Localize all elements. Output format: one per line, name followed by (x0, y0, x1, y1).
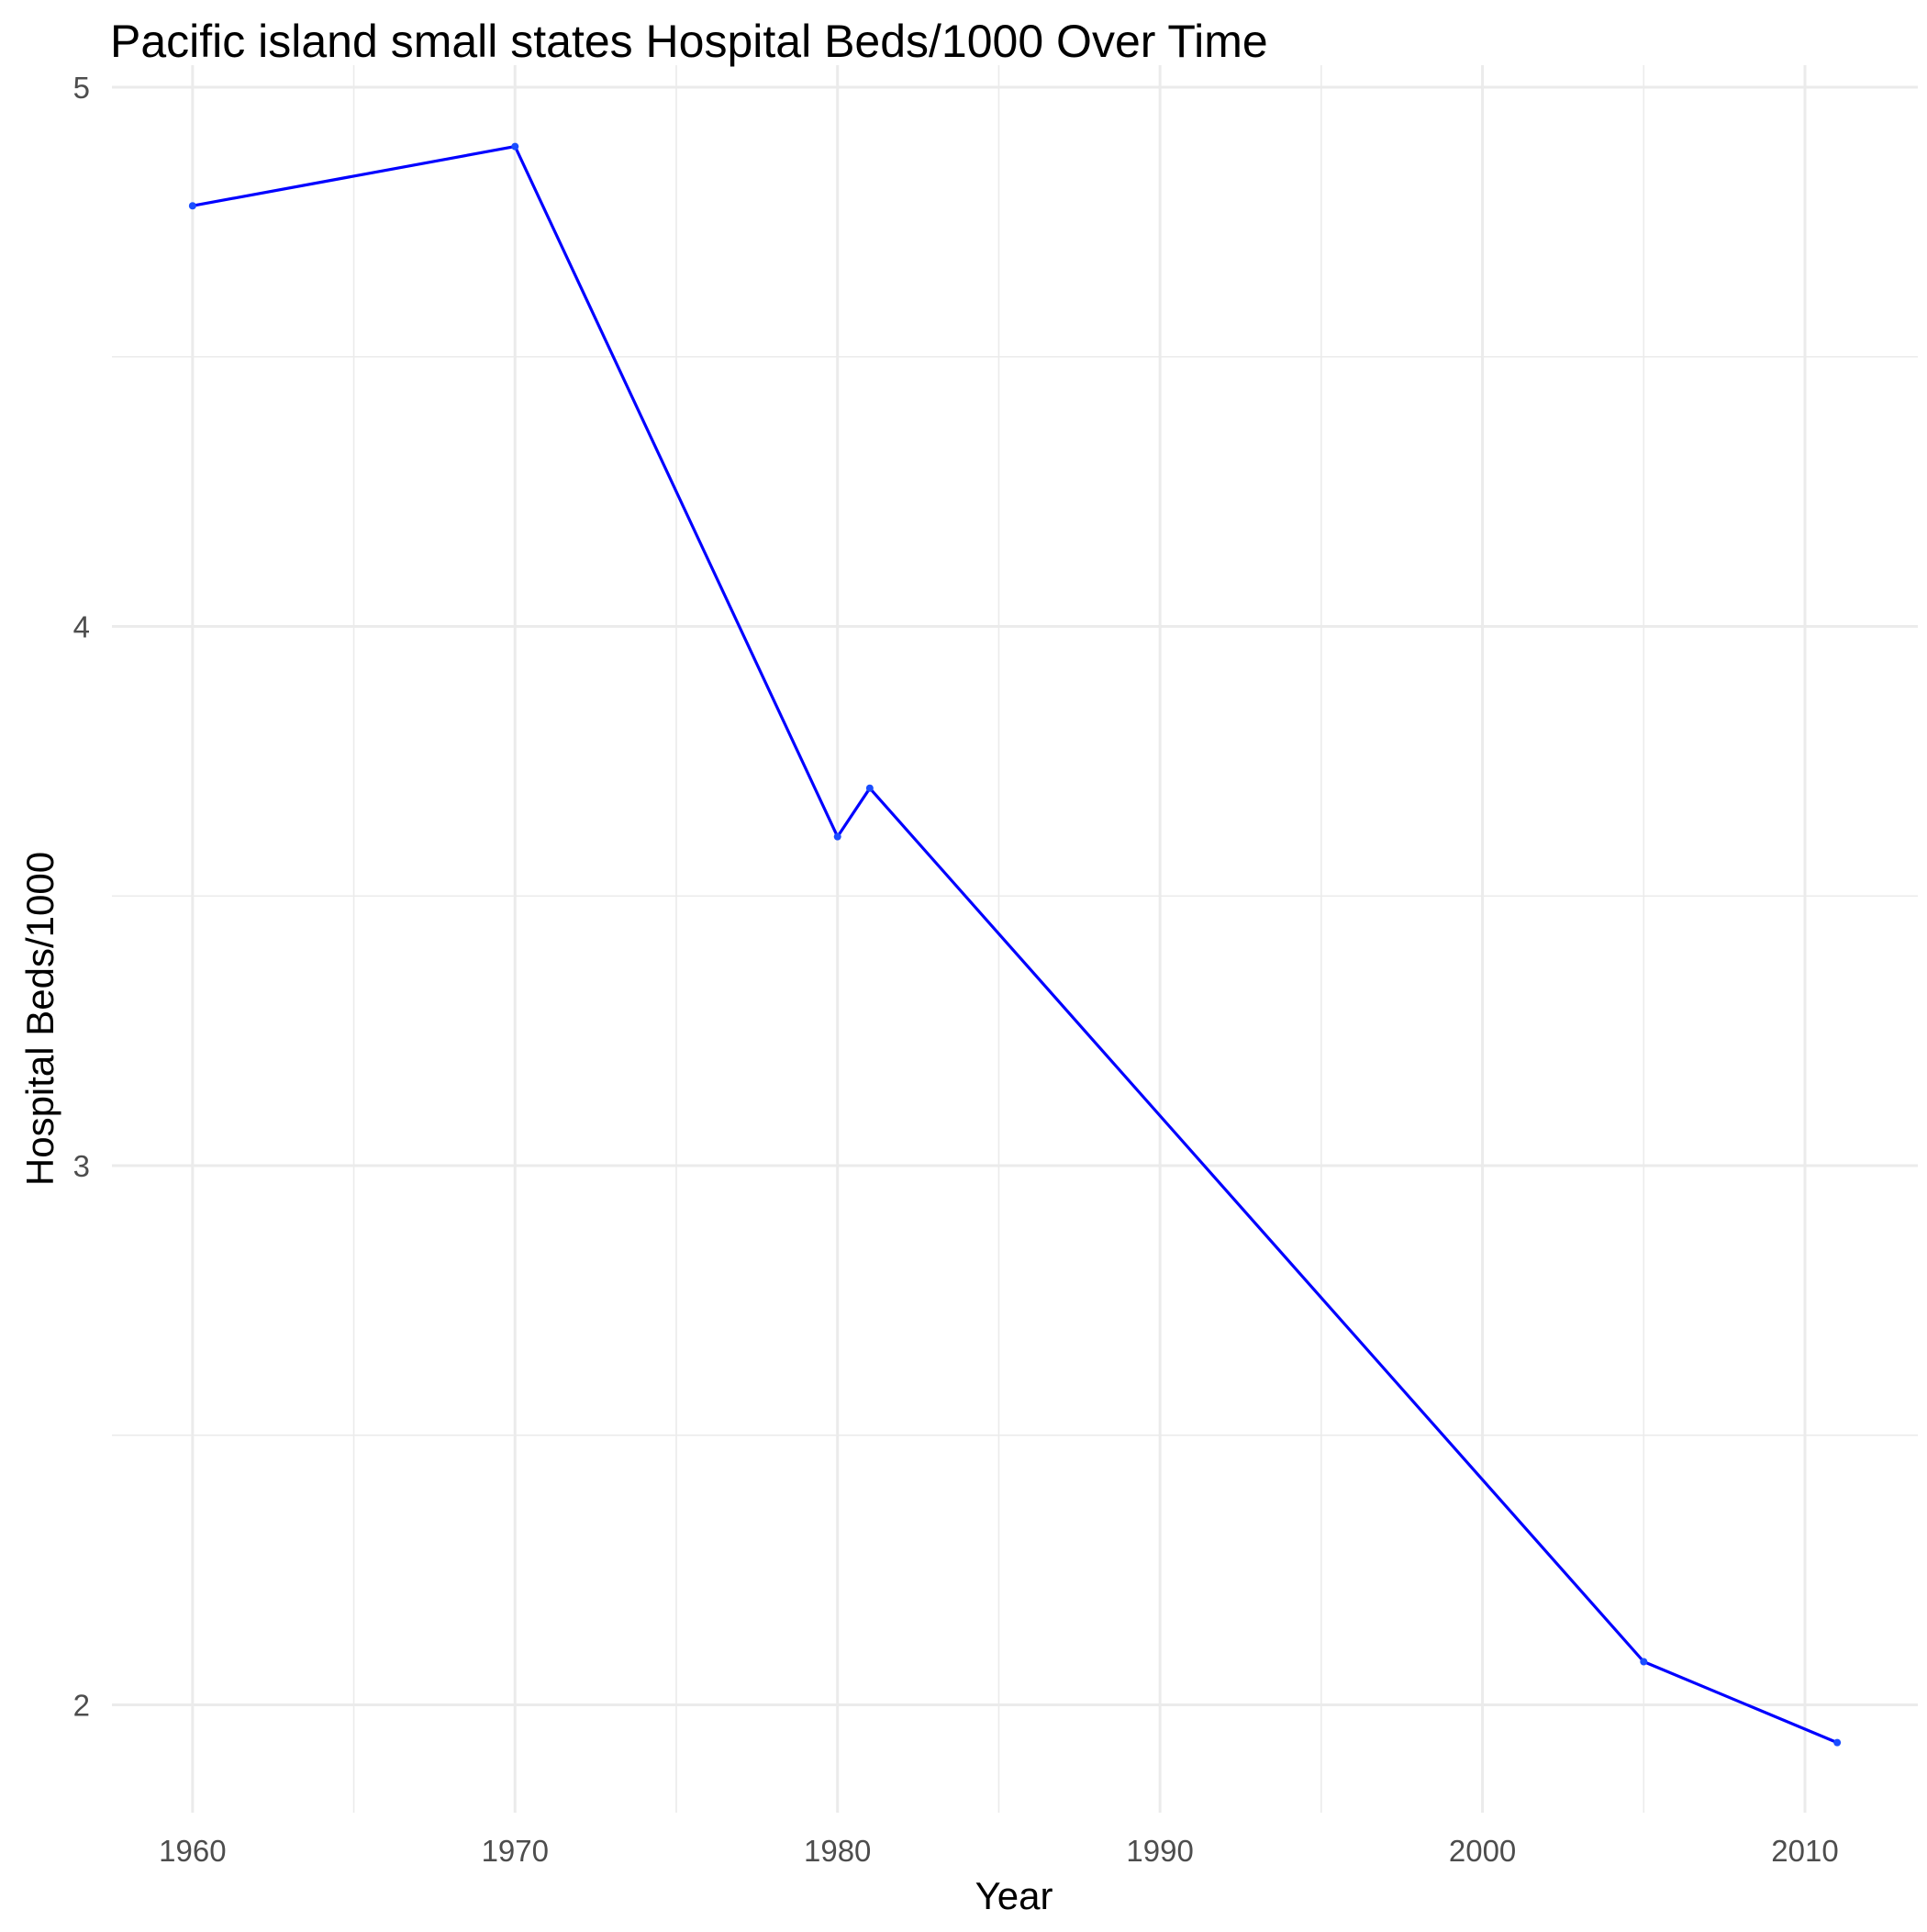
data-point (1640, 1658, 1648, 1666)
y-tick-label: 2 (73, 1689, 90, 1723)
data-point (511, 142, 519, 151)
y-axis-title: Hospital Beds/1000 (18, 852, 61, 1186)
y-axis-ticks: 2 3 4 5 (73, 71, 90, 1723)
y-tick-label: 3 (73, 1149, 90, 1183)
x-tick-label: 1980 (804, 1834, 871, 1868)
x-tick-label: 1990 (1126, 1834, 1193, 1868)
data-point (865, 784, 874, 792)
x-tick-label: 1960 (159, 1834, 226, 1868)
data-point (833, 832, 841, 841)
y-tick-label: 5 (73, 71, 90, 105)
y-tick-label: 4 (73, 610, 90, 644)
series-line (192, 145, 1838, 1745)
x-tick-label: 2000 (1449, 1834, 1516, 1868)
x-axis-ticks: 1960 1970 1980 1990 2000 2010 (159, 1834, 1839, 1868)
series-layer (192, 145, 1838, 1745)
data-point (188, 202, 196, 210)
x-tick-label: 2010 (1771, 1834, 1838, 1868)
x-axis-title: Year (975, 1874, 1053, 1917)
points-layer (188, 142, 1842, 1747)
x-tick-label: 1970 (482, 1834, 549, 1868)
grid-layer (112, 65, 1918, 1813)
data-point (1833, 1738, 1842, 1747)
chart-title: Pacific island small states Hospital Bed… (110, 16, 1268, 67)
